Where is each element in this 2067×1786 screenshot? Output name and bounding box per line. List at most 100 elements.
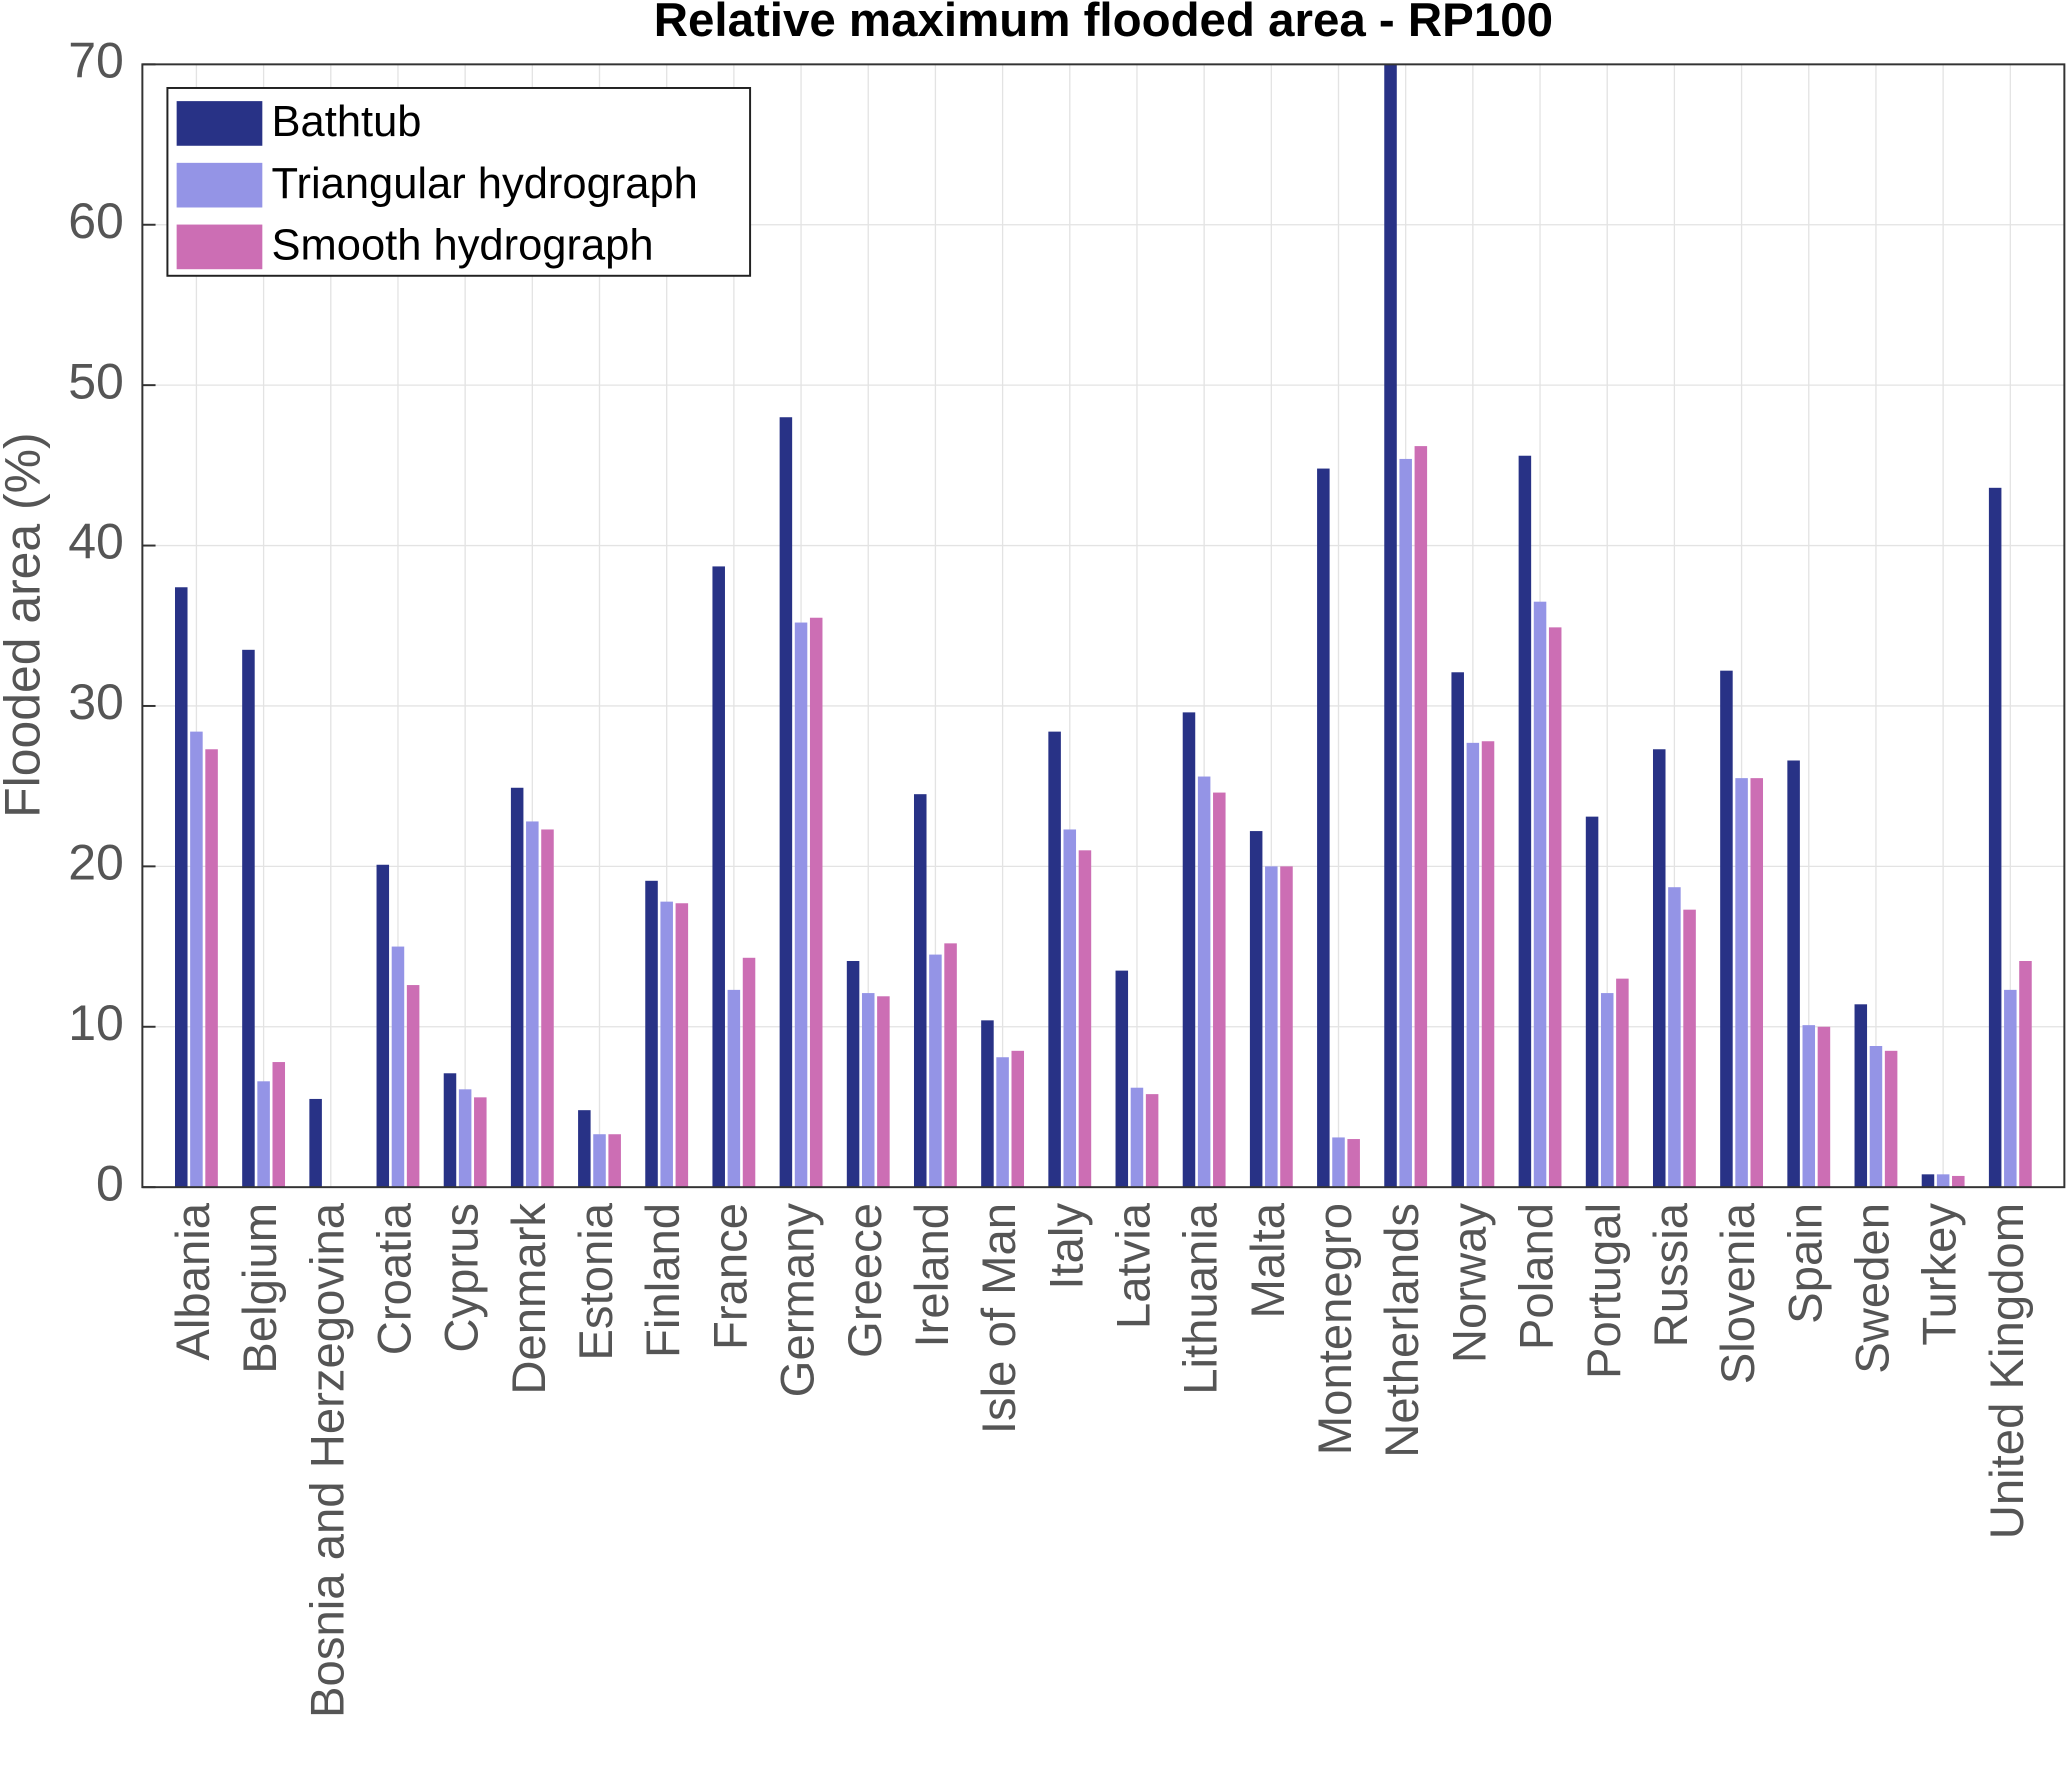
- bar: [779, 417, 793, 1188]
- y-tick-label: 60: [68, 193, 124, 249]
- bar: [1280, 866, 1293, 1188]
- bar: [1802, 1025, 1816, 1188]
- bar: [1347, 1139, 1360, 1188]
- bar: [593, 1134, 606, 1188]
- bar: [1600, 993, 1614, 1188]
- bar: [1115, 970, 1129, 1188]
- y-tick-label: 50: [68, 353, 124, 409]
- axes-box: [141, 63, 2066, 1189]
- x-tick-label: Belgium: [234, 1203, 287, 1374]
- x-tick-label: Russia: [1645, 1202, 1698, 1347]
- bar: [1011, 1050, 1025, 1188]
- x-tick-label: Spain: [1779, 1203, 1832, 1324]
- x-tick-label: Croatia: [368, 1202, 421, 1355]
- bar: [944, 943, 957, 1188]
- bar: [1683, 909, 1696, 1188]
- bar: [443, 1073, 457, 1188]
- x-tick-label: Turkey: [1914, 1203, 1967, 1346]
- bar: [242, 649, 255, 1188]
- bar: [996, 1057, 1009, 1188]
- bar: [1616, 978, 1629, 1188]
- bar: [861, 993, 875, 1188]
- bar: [1921, 1174, 1935, 1188]
- legend-box: [166, 87, 752, 277]
- x-tick-label: Italy: [1040, 1203, 1093, 1290]
- bar: [1197, 776, 1211, 1188]
- x-tick-label: Ireland: [906, 1203, 959, 1348]
- x-tick-label: Slovenia: [1712, 1202, 1765, 1384]
- legend-label: Bathtub: [272, 98, 422, 146]
- x-tick-label: Lithuania: [1175, 1202, 1228, 1395]
- bar: [1399, 458, 1412, 1188]
- bar: [526, 821, 539, 1188]
- bar: [190, 731, 203, 1188]
- x-tick-label: Sweden: [1846, 1203, 1899, 1374]
- x-tick-label: United Kingdom: [1981, 1203, 2034, 1539]
- bar: [1668, 887, 1681, 1188]
- bar: [1652, 749, 1666, 1188]
- bar: [645, 880, 658, 1188]
- x-tick-label: Bosnia and Herzegovina: [301, 1202, 354, 1718]
- x-tick-label: France: [704, 1203, 757, 1350]
- y-tick-label: 0: [96, 1155, 124, 1211]
- legend-label: Triangular hydrograph: [272, 160, 698, 208]
- x-tick-label: Germany: [772, 1203, 825, 1398]
- bar: [1952, 1175, 1965, 1188]
- bar: [272, 1062, 286, 1188]
- bar: [1265, 866, 1278, 1188]
- bar: [877, 996, 890, 1188]
- bar: [1414, 446, 1428, 1188]
- x-tick-label: Netherlands: [1376, 1203, 1429, 1458]
- bar: [1533, 601, 1547, 1188]
- y-tick-label: 10: [68, 995, 124, 1051]
- bar: [929, 954, 942, 1188]
- bar: [712, 566, 725, 1188]
- bar: [1988, 487, 2002, 1188]
- x-tick-label: Latvia: [1107, 1202, 1160, 1329]
- y-tick-label: 70: [68, 33, 124, 89]
- legend-label: Smooth hydrograph: [272, 222, 654, 270]
- x-tick-label: Finland: [637, 1203, 690, 1358]
- bar: [1466, 742, 1480, 1188]
- bar: [1787, 760, 1800, 1188]
- y-tick-label: 40: [68, 514, 124, 570]
- bar: [1078, 850, 1092, 1188]
- bar: [1451, 672, 1464, 1188]
- x-tick-label: Greece: [839, 1203, 892, 1358]
- bar: [391, 946, 405, 1188]
- bar: [1130, 1087, 1144, 1188]
- bar: [1048, 731, 1061, 1188]
- bar: [1249, 831, 1263, 1188]
- chart-title: Relative maximum flooded area - RP100: [654, 0, 1553, 47]
- bar: [174, 587, 188, 1188]
- y-axis-label: Flooded area (%): [0, 432, 51, 817]
- bar: [1384, 64, 1397, 1188]
- bar: [1884, 1050, 1898, 1188]
- x-tick-label: Montenegro: [1309, 1203, 1362, 1455]
- x-tick-label: Norway: [1443, 1203, 1496, 1364]
- x-tick-label: Estonia: [570, 1202, 623, 1360]
- legend-swatch: [176, 224, 263, 270]
- bar: [1817, 1026, 1831, 1188]
- legend-swatch: [176, 162, 263, 208]
- bar: [578, 1110, 591, 1188]
- x-tick-label: Denmark: [503, 1203, 556, 1395]
- bar: [1518, 455, 1532, 1188]
- bar: [913, 794, 927, 1188]
- bar: [981, 1020, 994, 1188]
- bar: [1750, 778, 1764, 1188]
- bar: [541, 829, 554, 1188]
- bar: [794, 622, 808, 1188]
- bar: [1585, 816, 1599, 1188]
- bar: [205, 749, 218, 1188]
- bar: [1145, 1094, 1159, 1188]
- x-tick-label: Cyprus: [436, 1203, 489, 1353]
- bar: [727, 989, 741, 1188]
- bar: [2004, 989, 2017, 1188]
- bar: [2019, 960, 2032, 1188]
- bar: [406, 985, 420, 1188]
- bar: [1213, 792, 1226, 1188]
- bar: [309, 1098, 322, 1188]
